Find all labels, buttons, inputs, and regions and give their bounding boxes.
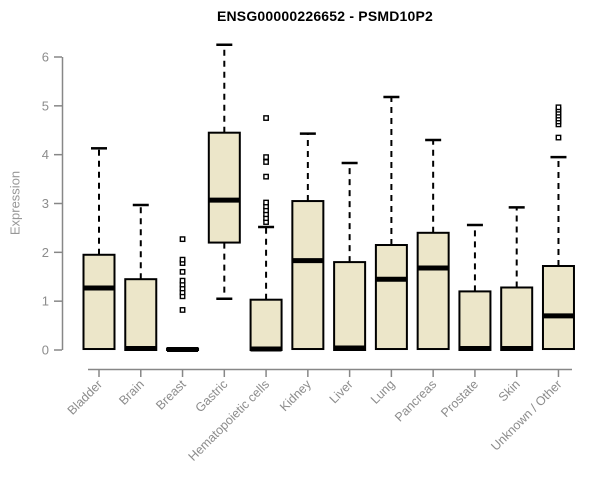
outlier-point-hematopoietic-cells-8 <box>263 154 269 161</box>
x-tick-label-gastric: Gastric <box>193 377 231 415</box>
x-tick-label-breast: Breast <box>153 377 189 413</box>
box-gastric <box>207 131 241 244</box>
outlier-point-hematopoietic-cells-9 <box>263 115 269 121</box>
x-tick-label-skin: Skin <box>496 377 523 404</box>
outlier-point-hematopoietic-cells-6 <box>263 173 269 180</box>
outlier-point-breast-6 <box>179 268 186 275</box>
y-tick-label-5: 5 <box>42 98 49 113</box>
y-tick-label-4: 4 <box>42 147 49 162</box>
x-tick-label-bladder: Bladder <box>65 377 105 417</box>
outlier-point-hematopoietic-cells-5 <box>263 199 269 206</box>
box-skin <box>500 286 534 352</box>
x-tick-label-liver: Liver <box>327 377 356 406</box>
x-tick-label-kidney: Kidney <box>277 377 314 414</box>
box-unknown-other <box>541 265 575 351</box>
box-kidney <box>291 200 325 351</box>
box-hematopoietic-cells <box>249 298 283 351</box>
outlier-point-breast-9 <box>179 236 186 243</box>
x-tick-label-pancreas: Pancreas <box>392 377 439 424</box>
outlier-point-unknown-other-7 <box>555 104 562 111</box>
box-liver <box>333 261 367 352</box>
x-tick-label-prostate: Prostate <box>438 377 481 420</box>
y-tick-label-3: 3 <box>42 196 49 211</box>
x-tick-label-hematopoietic-cells: Hematopoietic cells <box>186 377 273 464</box>
box-lung <box>374 244 408 351</box>
box-pancreas <box>416 231 450 351</box>
x-tick-label-brain: Brain <box>116 377 147 408</box>
y-tick-label-1: 1 <box>42 294 49 309</box>
x-tick-label-unknown-other: Unknown / Other <box>488 377 564 453</box>
chart-title: ENSG00000226652 - PSMD10P2 <box>216 8 434 24</box>
outlier-point-breast-5 <box>179 277 186 284</box>
x-tick-label-lung: Lung <box>368 377 398 407</box>
outlier-point-unknown-other-0 <box>555 134 562 141</box>
y-tick-label-2: 2 <box>42 245 49 260</box>
box-prostate <box>458 290 492 351</box>
y-tick-label-6: 6 <box>42 50 49 65</box>
outlier-point-breast-0 <box>179 307 186 313</box>
y-tick-label-0: 0 <box>42 343 49 358</box>
y-axis-title: Expression <box>7 170 23 236</box>
box-brain <box>124 278 158 352</box>
outlier-point-hematopoietic-cells-7 <box>263 159 269 165</box>
box-bladder <box>82 253 116 351</box>
outlier-point-breast-8 <box>179 256 186 263</box>
